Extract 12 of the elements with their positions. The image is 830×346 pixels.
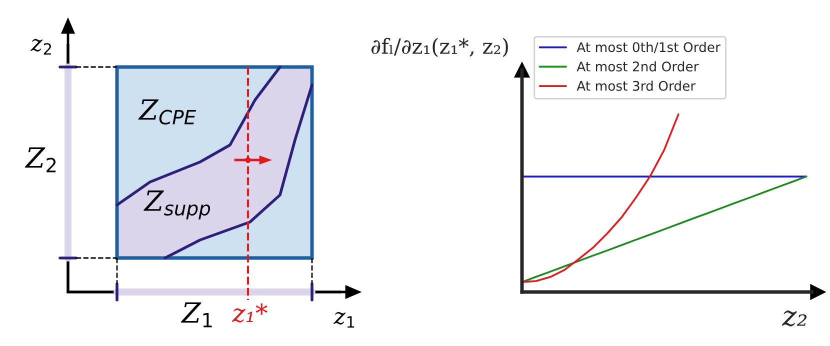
text: Z$_{2}$ (24, 147, 56, 172)
text: Z$_{CPE}$ (138, 99, 196, 124)
text: z$_{2}$ (30, 38, 52, 55)
text: z$_{1}$ (334, 312, 354, 328)
text: Z$_{supp}$ (144, 190, 210, 220)
legend-label: At most 2nd Order (576, 61, 699, 72)
x-axis-title: z₂ (782, 310, 807, 326)
text: Z$_{1}$ (180, 302, 212, 328)
y-axis-title: ∂fₗ/∂z₁(z₁*, z₂) (371, 38, 508, 57)
legend-label: At most 0th/1st Order (576, 42, 720, 54)
legend-label: At most 3rd Order (576, 80, 696, 91)
text: z₁* (232, 303, 268, 323)
